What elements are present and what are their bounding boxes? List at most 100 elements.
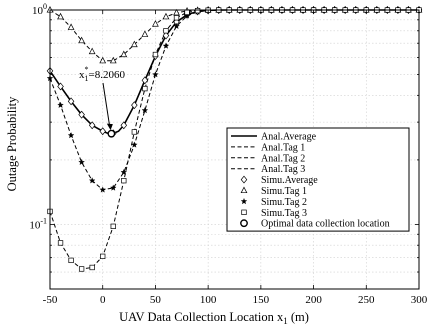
series-point-simu-tag-1 [99, 56, 107, 64]
x-tick-label: 250 [358, 294, 375, 306]
series-point-simu-tag-2 [110, 184, 117, 191]
legend-label: Anal.Tag 2 [261, 153, 305, 164]
series-point-simu-tag-1 [109, 56, 117, 64]
series-point-simu-tag-2 [173, 22, 180, 30]
x-axis-label-text: UAV Data Collection Location x [119, 310, 284, 324]
series-point-simu-tag-1 [173, 8, 180, 16]
series-point-simu-tag-3 [68, 257, 74, 264]
x-tick-label: 50 [150, 294, 162, 306]
series-point-simu-tag-3 [163, 28, 169, 34]
series-point-simu-tag-1 [78, 36, 86, 44]
series-point-simu-tag-3 [142, 85, 148, 92]
series-point-simu-tag-2 [141, 107, 149, 114]
series-point-simu-tag-1 [162, 12, 170, 20]
annotation-text: x1*=8.2060 [79, 65, 125, 83]
legend-item-anal-average: Anal.Average [231, 132, 317, 143]
x-tick-label: 300 [411, 294, 428, 306]
series-point-simu-tag-3 [110, 223, 116, 229]
series-point-simu-tag-3 [89, 264, 95, 271]
axis-ticks: -50 0 50 100 150 200 250 300 10-1 100 [29, 2, 427, 306]
plot-frame [49, 9, 420, 290]
series-line-anal-tag-1 [49, 9, 419, 62]
series-point-simu-average [88, 121, 96, 130]
series-point-simu-tag-1 [141, 30, 149, 37]
legend-item-simu-tag-2: Simu.Tag 2 [240, 197, 307, 208]
y-tick-label: 10-1 [29, 216, 47, 231]
series-point-simu-tag-2 [120, 168, 128, 176]
series-point-optimal-data-collection-location [107, 129, 116, 138]
series-point-simu-average [57, 82, 64, 91]
legend-marker-simu-average [240, 175, 248, 184]
series-line-anal-tag-3 [49, 9, 419, 270]
legend-item-simu-average: Simu.Average [240, 175, 318, 186]
series-point-simu-tag-1 [130, 40, 138, 48]
annotation-value: =8.2060 [89, 69, 126, 81]
series-point-simu-tag-1 [88, 47, 96, 55]
series-point-simu-tag-2 [57, 101, 64, 108]
series-point-simu-average [141, 76, 149, 85]
series-point-simu-tag-3 [152, 51, 159, 58]
legend-marker-optimal-data-collection-location [240, 219, 248, 228]
series-point-simu-tag-3 [100, 253, 106, 259]
series-point-simu-tag-3 [78, 266, 85, 272]
series-point-simu-tag-2 [152, 71, 159, 78]
x-axis-label: UAV Data Collection Location x1 (m) [119, 310, 309, 326]
series-point-simu-tag-3 [121, 178, 127, 184]
series-point-simu-tag-1 [152, 20, 159, 27]
series-point-simu-tag-3 [184, 9, 190, 16]
series-point-simu-average [67, 97, 75, 106]
legend-item-anal-tag-2: Anal.Tag 2 [231, 153, 305, 164]
legend-label: Optimal data collection location [261, 219, 390, 230]
legend-item-anal-tag-3: Anal.Tag 3 [231, 164, 305, 175]
series-point-simu-average [78, 110, 85, 119]
series-point-simu-tag-3 [173, 15, 180, 21]
legend-item-anal-tag-1: Anal.Tag 1 [231, 142, 305, 153]
series-point-simu-tag-3 [57, 240, 64, 246]
series-point-simu-tag-2 [131, 141, 138, 148]
optimal-location-annotation: x1*=8.2060 [79, 65, 125, 131]
legend-label: Simu.Tag 3 [261, 208, 307, 219]
series-point-simu-average [99, 127, 106, 136]
annotation-arrow [102, 82, 111, 128]
x-tick-label: 200 [305, 294, 322, 306]
series-point-simu-tag-2 [162, 42, 170, 49]
series-point-simu-average [120, 121, 128, 130]
x-tick-label: 0 [100, 294, 106, 306]
legend-label: Anal.Tag 1 [261, 142, 305, 153]
legend-label: Simu.Tag 1 [261, 186, 307, 197]
series-point-simu-tag-1 [67, 23, 75, 30]
annotation-subscript: 1 [85, 74, 89, 83]
x-tick-label: 100 [200, 294, 217, 306]
legend-marker-simu-tag-3 [241, 209, 247, 215]
y-tick-label: 100 [32, 2, 47, 17]
series-point-simu-average [131, 101, 138, 110]
legend-label: Simu.Average [261, 175, 318, 186]
x-tick-label: -50 [43, 294, 58, 306]
legend-item-optimal-data-collection-location: Optimal data collection location [240, 219, 390, 230]
legend-item-simu-tag-3: Simu.Tag 3 [241, 208, 307, 219]
legend-item-simu-tag-1: Simu.Tag 1 [240, 186, 307, 197]
x-axis-label-subscript: 1 [283, 316, 288, 326]
series-point-simu-tag-2 [88, 177, 96, 184]
y-axis-label: Outage Probability [5, 96, 19, 192]
annotation-superscript: * [85, 65, 89, 74]
legend-marker-simu-tag-1 [240, 186, 248, 194]
series-point-simu-tag-3 [131, 129, 137, 135]
x-tick-label: 150 [253, 294, 270, 306]
annotation-arrow-head [106, 123, 113, 131]
series-point-simu-tag-3 [194, 8, 201, 14]
series-point-simu-tag-2 [67, 132, 75, 139]
legend-marker-simu-tag-2 [240, 197, 248, 205]
series-point-simu-tag-1 [57, 12, 64, 20]
legend-label: Simu.Tag 2 [261, 197, 307, 208]
series-point-simu-tag-2 [78, 158, 85, 166]
series-point-simu-tag-2 [99, 186, 106, 193]
legend-box [226, 127, 410, 232]
series-point-simu-average [162, 31, 170, 40]
series-point-simu-tag-1 [120, 50, 128, 58]
annotation-symbol: x [79, 69, 85, 81]
legend-label: Anal.Tag 3 [261, 164, 305, 175]
